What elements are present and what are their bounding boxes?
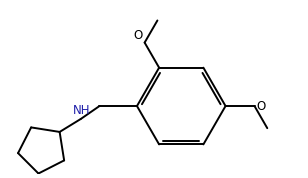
Text: O: O — [256, 100, 265, 112]
Text: NH: NH — [73, 104, 90, 117]
Text: O: O — [134, 29, 143, 42]
